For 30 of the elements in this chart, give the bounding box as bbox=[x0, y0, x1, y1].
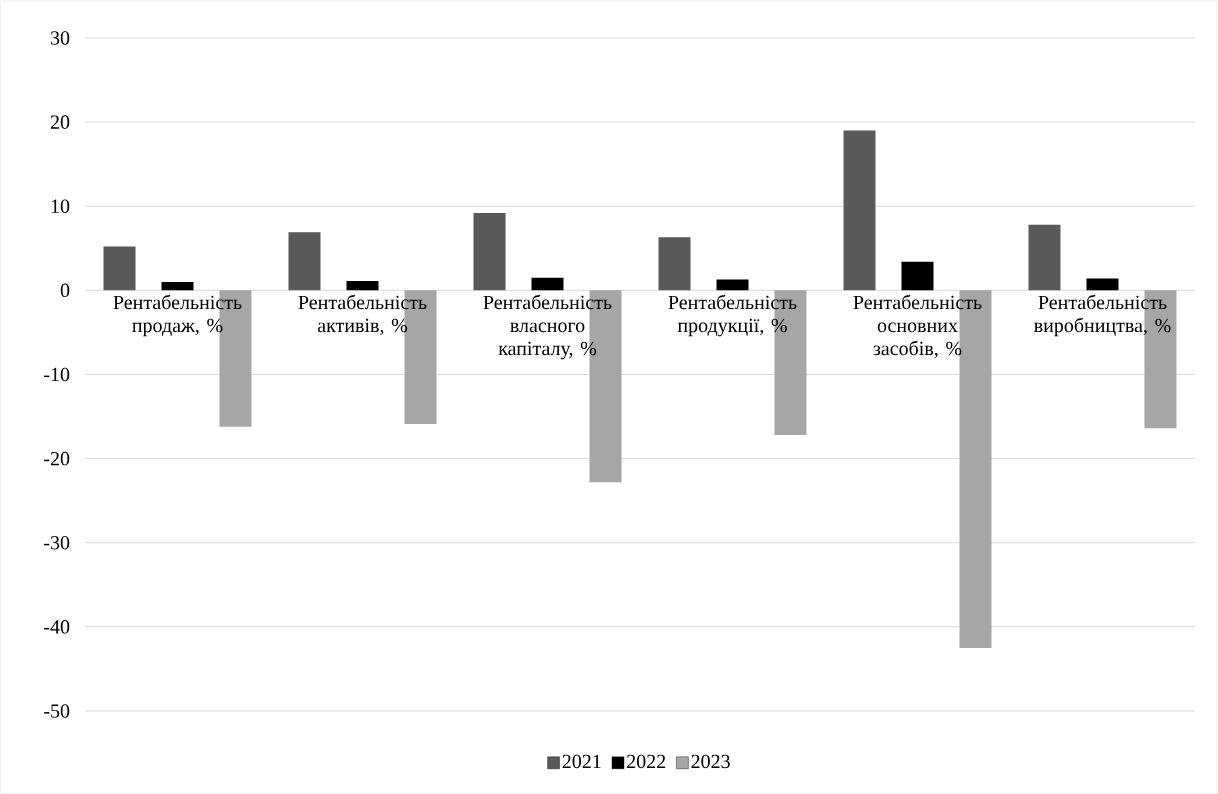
legend-label: 2021 bbox=[562, 754, 601, 769]
bar bbox=[1086, 278, 1119, 291]
y-tick-label: 10 bbox=[51, 199, 70, 213]
y-tick-label: 0 bbox=[60, 283, 70, 298]
y-tick-label: -50 bbox=[44, 704, 70, 718]
bar bbox=[103, 246, 136, 291]
y-tick-label: -30 bbox=[44, 535, 70, 550]
y-tick-label: -10 bbox=[44, 367, 70, 382]
x-tick-label: Рентабельність виробництва, % bbox=[1034, 294, 1171, 337]
x-tick-label: Рентабельність основних засобів, % bbox=[853, 294, 982, 359]
bar bbox=[901, 261, 934, 291]
y-tick-label: -40 bbox=[44, 620, 70, 634]
x-tick-label: Рентабельність власного капіталу, % bbox=[483, 294, 612, 360]
x-tick-label: Рентабельність продукції, % bbox=[668, 294, 797, 337]
x-tick-label: Рентабельність активів, % bbox=[298, 294, 427, 336]
bar bbox=[473, 212, 506, 291]
bar bbox=[843, 130, 876, 291]
bar bbox=[531, 277, 564, 291]
y-tick-label: 20 bbox=[50, 115, 70, 129]
x-tick-label: Рентабельність продаж, % bbox=[113, 294, 242, 337]
bar bbox=[161, 281, 194, 291]
y-tick-label: 30 bbox=[50, 31, 70, 45]
legend-label: 2022 bbox=[627, 754, 666, 769]
bar bbox=[716, 279, 749, 291]
legend-label: 2023 bbox=[691, 754, 730, 769]
y-tick-label: -20 bbox=[44, 451, 70, 466]
bar bbox=[346, 281, 379, 291]
bar bbox=[658, 237, 691, 291]
bar bbox=[1028, 224, 1061, 291]
bar bbox=[288, 232, 321, 291]
